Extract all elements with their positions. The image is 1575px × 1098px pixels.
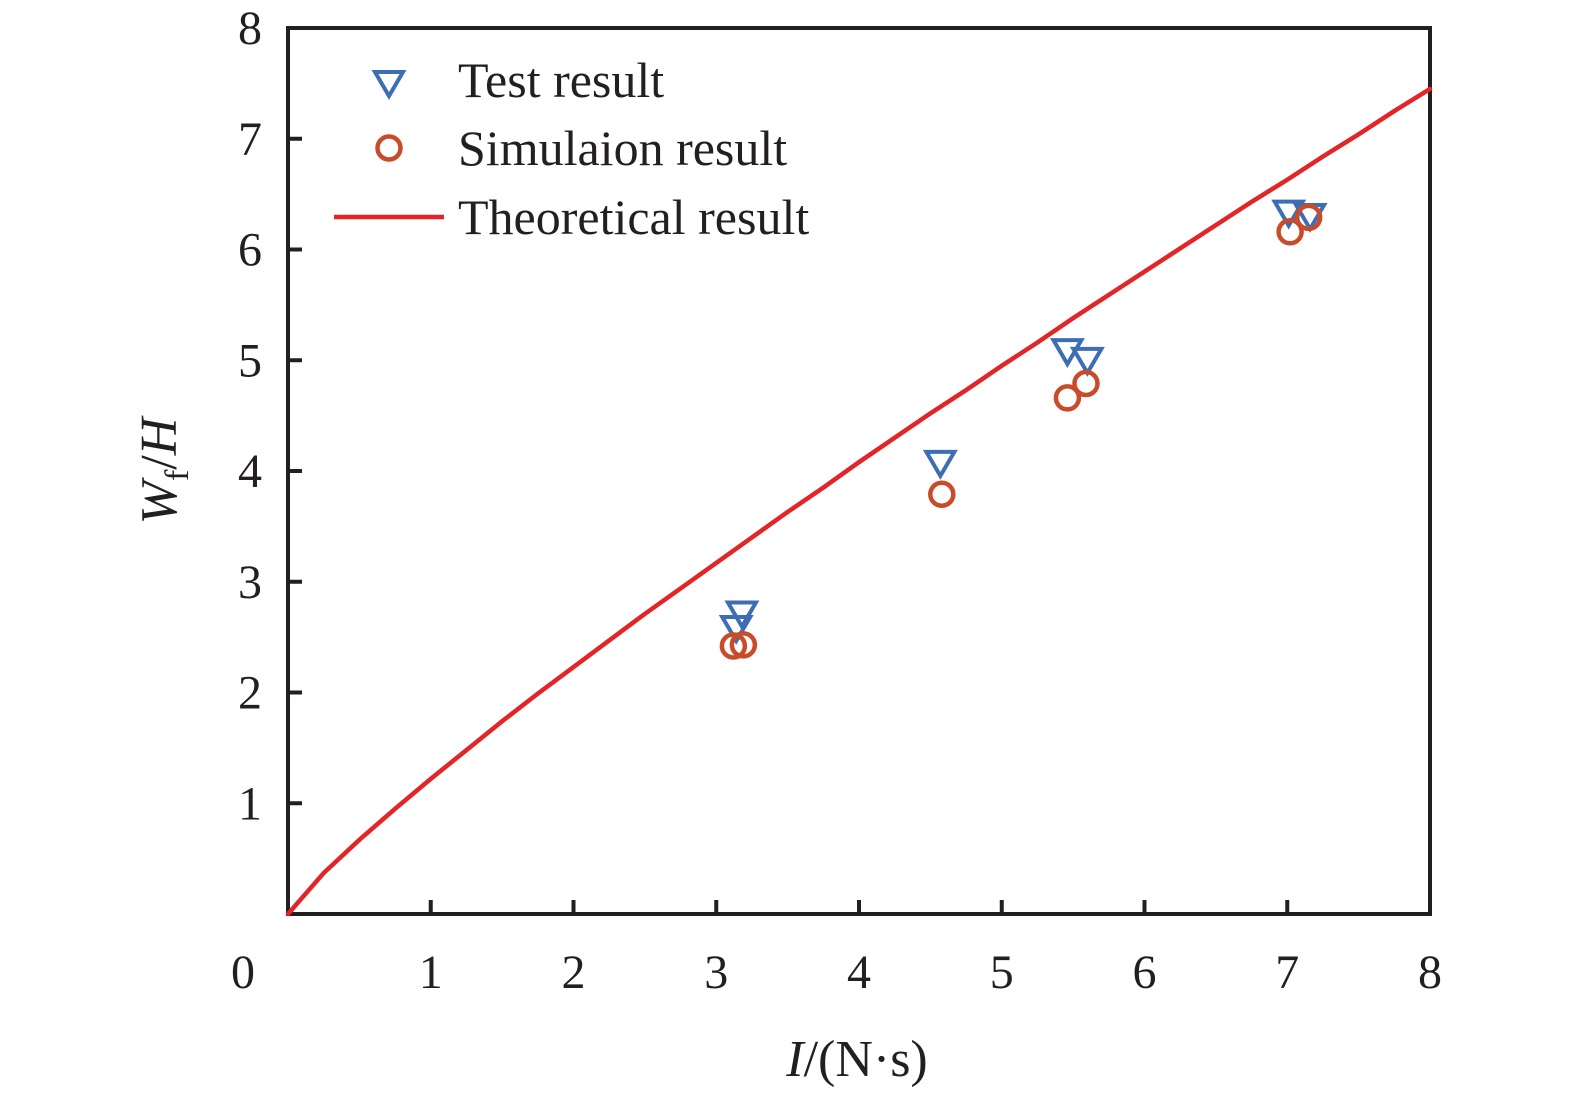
x-tick-label: 7: [1275, 946, 1299, 999]
legend-label-theoretical-result: Theoretical result: [458, 189, 809, 245]
test-result-marker: [1069, 346, 1105, 377]
x-tick-label: 4: [847, 946, 871, 999]
legend-triangle-icon: [371, 70, 407, 100]
x-tick-label: 6: [1133, 946, 1157, 999]
legend-markers: [334, 70, 444, 220]
simulation-result-marker: [729, 631, 758, 659]
simulation-result-marker: [1053, 384, 1082, 412]
test-result-marker: [718, 614, 754, 645]
simulation-result-marker: [1276, 218, 1304, 246]
y-tick-label: 6: [238, 224, 262, 277]
x-tick-label: 5: [990, 946, 1014, 999]
simulation-result-marker: [719, 632, 748, 660]
x-tick-label: 1: [419, 946, 443, 999]
y-axis-title-denominator: H: [131, 415, 188, 456]
legend-label-test-result: Test result: [458, 52, 664, 108]
plot-area: 0 1 2 3 4 5 6 7 8 1 2 3 4 5 6 7 8: [231, 2, 1442, 999]
y-axis-title-slash: /: [131, 455, 188, 470]
y-axis-title: Wf/H: [131, 415, 196, 524]
x-tick-label: 2: [562, 946, 586, 999]
x-tick-label: 8: [1418, 946, 1442, 999]
x-axis-title-symbol: I: [785, 1031, 806, 1088]
legend: Test result Simulaion result Theoretical…: [334, 52, 809, 245]
simulation-result-marker: [1072, 369, 1100, 398]
y-tick-label: 5: [238, 334, 262, 387]
test-result-marker: [724, 600, 760, 631]
x-tick-label: 0: [231, 946, 255, 999]
y-tick-label: 2: [238, 667, 262, 720]
y-axis-title-subscript: f: [159, 469, 196, 481]
y-tick-label: 1: [238, 777, 262, 830]
theoretical-curve: [285, 86, 1433, 917]
legend-circle-icon: [375, 134, 403, 162]
y-tick-label: 4: [238, 445, 262, 498]
x-axis-title-units: /(N·s): [804, 1031, 928, 1088]
test-result-marker: [922, 449, 958, 480]
y-axis-title-symbol: W: [131, 476, 188, 524]
legend-label-simulation-result: Simulaion result: [458, 120, 787, 176]
y-tick-label: 7: [238, 113, 262, 166]
y-tick-label: 8: [238, 2, 262, 55]
simulation-result-marker: [928, 480, 956, 509]
y-tick-label: 3: [238, 556, 262, 609]
x-axis-title: I/(N·s): [785, 1031, 928, 1088]
x-tick-label: 3: [704, 946, 728, 999]
simulation-result-marker: [1294, 203, 1323, 232]
